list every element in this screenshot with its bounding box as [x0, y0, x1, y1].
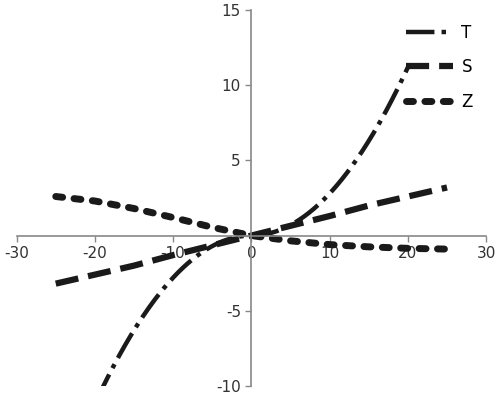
T [405, 65, 411, 70]
Legend: T, S, Z: T, S, Z [402, 18, 478, 116]
S [170, 253, 176, 257]
T [350, 163, 356, 168]
S [209, 243, 215, 248]
S [131, 263, 137, 268]
S [444, 185, 450, 190]
Z [444, 247, 450, 251]
T [268, 231, 274, 235]
Z [209, 225, 215, 230]
Z [248, 233, 254, 238]
Z [288, 239, 294, 243]
S [366, 203, 372, 208]
T [372, 128, 378, 133]
T [261, 232, 267, 237]
S [52, 281, 59, 286]
S [326, 213, 332, 218]
S [248, 233, 254, 238]
T [262, 232, 268, 237]
Z [52, 194, 59, 199]
Line: Z: Z [56, 196, 447, 249]
Line: S: S [56, 188, 447, 284]
Z [131, 206, 137, 211]
S [92, 272, 98, 277]
Z [92, 199, 98, 203]
S [288, 223, 294, 228]
Z [405, 246, 411, 251]
Z [366, 245, 372, 249]
S [405, 194, 411, 199]
Z [326, 242, 332, 247]
Line: T: T [56, 67, 408, 399]
Z [170, 215, 176, 220]
